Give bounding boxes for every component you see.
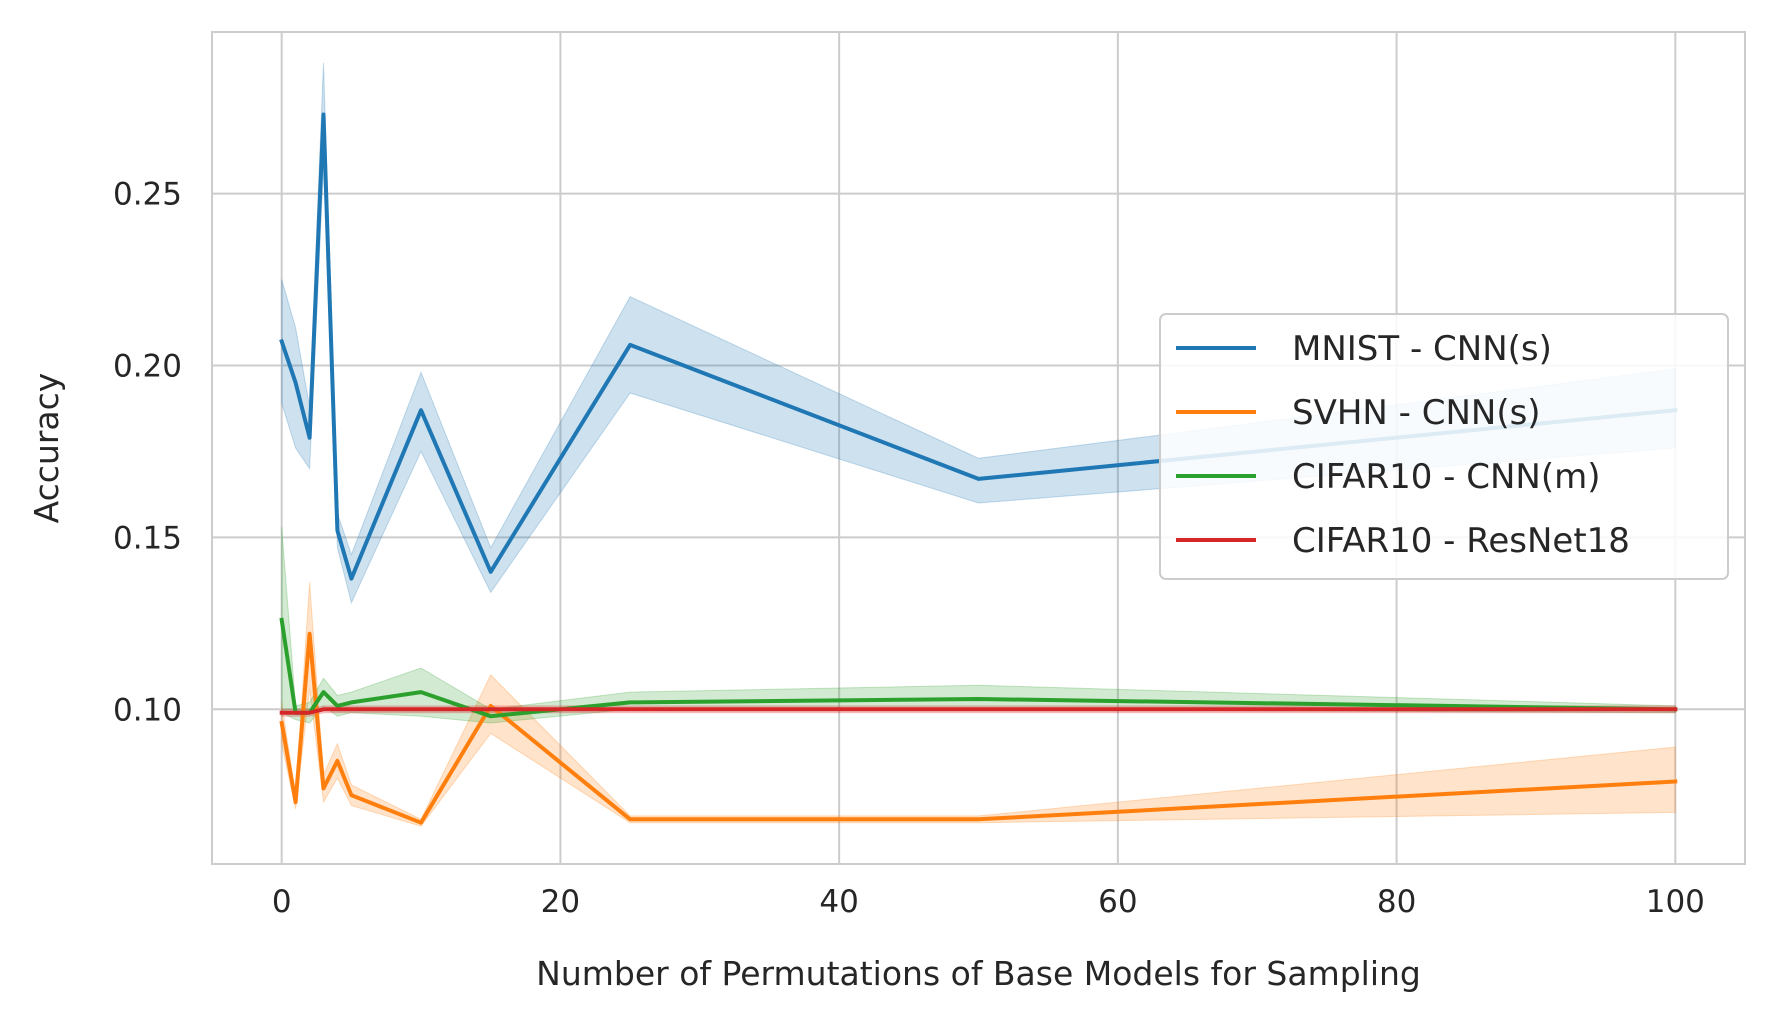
x-tick-label: 20 [541,884,580,920]
legend-label-cifar10-cnn-m: CIFAR10 - CNN(m) [1292,457,1601,497]
line-cifar10-resnet18 [279,707,1678,715]
legend: MNIST - CNN(s) SVHN - CNN(s) CIFAR10 - CNN… [1159,313,1729,580]
plot-frame [211,31,1746,865]
y-tick-label: 0.20 [113,348,182,384]
series-lines [279,112,1678,825]
x-tick-label: 40 [819,884,858,920]
line-mnist-cnn-s [279,112,1678,581]
y-tick-label: 0.10 [113,692,182,728]
x-tick-labels: 0 20 40 60 80 100 [272,884,1705,920]
legend-label-mnist-cnn-s: MNIST - CNN(s) [1292,329,1552,369]
x-tick-label: 100 [1646,884,1705,920]
x-tick-label: 60 [1098,884,1137,920]
y-tick-label: 0.25 [113,177,182,213]
legend-label-svhn-cnn-s: SVHN - CNN(s) [1292,393,1541,433]
line-svhn-cnn-s [279,631,1678,825]
y-tick-label: 0.15 [113,520,182,556]
band-svhn-cnn-s [281,582,1676,827]
legend-box [1159,313,1729,580]
x-axis-label: Number of Permutations of Base Models fo… [536,954,1421,993]
y-axis-label: Accuracy [27,373,66,524]
x-tick-label: 0 [272,884,292,920]
x-tick-label: 80 [1377,884,1416,920]
legend-label-cifar10-resnet18: CIFAR10 - ResNet18 [1292,521,1630,561]
y-tick-labels: 0.10 0.15 0.20 0.25 [113,177,182,729]
